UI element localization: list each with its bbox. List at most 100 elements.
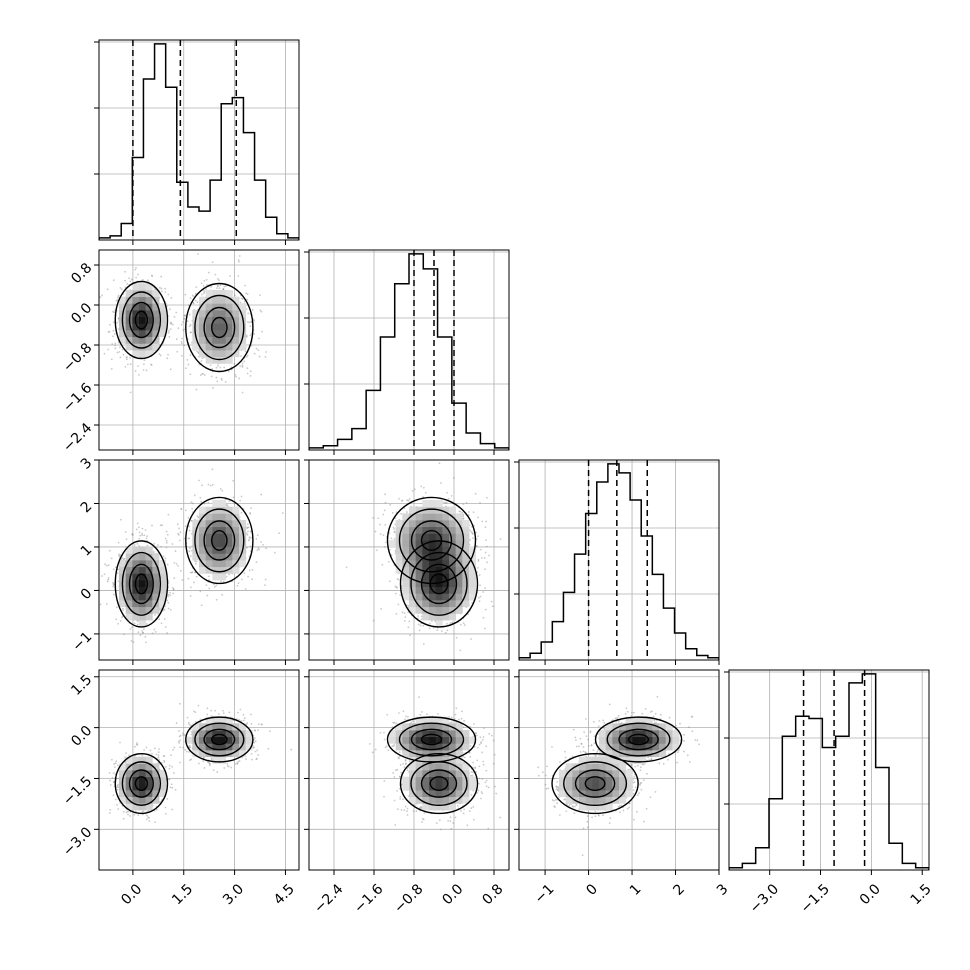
contour-line [114, 540, 169, 628]
contour-line [420, 529, 443, 551]
contour-line [134, 573, 149, 595]
y-tick-label: −2.4 [60, 420, 95, 455]
contour-line [398, 508, 465, 573]
contour-line [606, 722, 671, 757]
panel-frame [308, 669, 510, 871]
contour-line [398, 722, 465, 757]
contour-line [134, 776, 149, 792]
histogram-steps [309, 253, 509, 450]
x-tick-label: 1.5 [169, 881, 196, 908]
panel-frame [98, 249, 300, 451]
x-tick-label: 4.5 [271, 881, 298, 908]
contour-line [574, 769, 616, 798]
contour-line [185, 282, 254, 373]
contour-line [420, 733, 443, 746]
y-tick-label: −3.0 [60, 824, 95, 859]
density-panel-2-0 [94, 459, 300, 665]
x-tick-label: −1 [532, 881, 558, 907]
panel-frame [98, 459, 300, 661]
panel-frame [308, 249, 510, 451]
density-panel-3-0 [94, 669, 300, 875]
histogram-panel-2 [514, 459, 720, 665]
contour-line [211, 316, 228, 339]
density-panel-2-1 [304, 459, 510, 665]
panel-frame [518, 669, 720, 871]
y-tick-label: 3 [78, 455, 96, 473]
histogram-steps [99, 43, 299, 240]
contour-line [410, 520, 453, 561]
y-tick-label: 0.0 [68, 723, 95, 750]
density-cells [119, 283, 247, 364]
contour-line [584, 776, 606, 792]
density-panel-3-1 [304, 669, 510, 875]
contour-line [203, 520, 236, 561]
contour-line [121, 551, 162, 616]
contour-line [128, 769, 154, 798]
panel-frame [308, 459, 510, 661]
y-tick-label: 0 [78, 585, 96, 603]
x-tick-label: −2.4 [311, 881, 346, 916]
contour-line [628, 733, 650, 746]
contour-line [203, 306, 236, 349]
contour-line [618, 728, 659, 751]
histogram-steps [519, 463, 719, 660]
contour-line [203, 728, 236, 751]
density-panel-1-0 [94, 249, 300, 455]
x-tick-label: 0.0 [439, 881, 466, 908]
y-tick-label: −1 [69, 629, 95, 655]
x-tick-label: −1.5 [798, 881, 833, 916]
histogram-panel-3 [724, 669, 930, 875]
x-tick-label: 2 [670, 881, 688, 899]
contour-line [410, 728, 453, 751]
x-tick-label: −1.6 [351, 881, 386, 916]
contour-line [121, 291, 162, 349]
contour-line [121, 761, 162, 806]
x-tick-label: 1.5 [908, 881, 935, 908]
contour-line [399, 753, 479, 815]
panel-frame [98, 39, 300, 241]
histogram-panel-0 [94, 39, 300, 245]
density-cells [119, 500, 247, 628]
y-tick-label: 1 [78, 542, 96, 560]
contour-line [211, 529, 228, 551]
y-tick-label: −1.5 [60, 774, 95, 809]
y-tick-label: 1.5 [68, 672, 95, 699]
contour-line [420, 563, 458, 605]
contour-line [399, 540, 479, 628]
density-panel-3-2 [514, 669, 720, 875]
y-tick-label: 0.8 [68, 260, 95, 287]
contour-line [551, 753, 639, 815]
contour-line [134, 310, 149, 330]
contour-line [128, 563, 154, 605]
contour-line [185, 496, 254, 585]
x-tick-label: 0.8 [479, 881, 506, 908]
contour-line [185, 716, 254, 763]
contour-line [563, 761, 628, 806]
histogram-panel-1 [304, 249, 510, 455]
contour-line [194, 722, 245, 757]
x-tick-label: 3.0 [220, 881, 247, 908]
contour-line [410, 551, 468, 616]
y-tick-label: −1.6 [60, 380, 95, 415]
x-tick-label: −0.8 [391, 881, 426, 916]
contour-line [128, 301, 154, 339]
contour-line [386, 496, 477, 585]
contour-line [194, 294, 245, 361]
panel-frame [98, 669, 300, 871]
panel-frame [728, 669, 930, 871]
contour-line [386, 716, 477, 763]
density-cells [559, 716, 680, 811]
contour-line [211, 733, 228, 746]
x-tick-label: 0.0 [118, 881, 145, 908]
x-tick-label: 3 [714, 881, 732, 899]
x-tick-label: 1 [627, 881, 645, 899]
x-tick-label: 0 [583, 881, 601, 899]
contour-line [114, 280, 169, 360]
y-tick-label: −0.8 [60, 340, 95, 375]
contour-line [114, 753, 169, 815]
contour-line [594, 716, 683, 763]
x-tick-label: −3.0 [747, 881, 782, 916]
panel-frame [518, 459, 720, 661]
contour-line [429, 776, 449, 792]
x-tick-label: 0.0 [857, 881, 884, 908]
